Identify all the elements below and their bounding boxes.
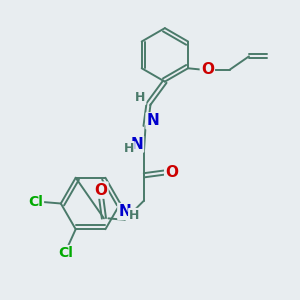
Text: N: N [118, 204, 131, 219]
Text: Cl: Cl [58, 246, 73, 260]
Text: N: N [130, 136, 143, 152]
Text: O: O [201, 62, 214, 77]
Text: O: O [94, 183, 107, 198]
Text: N: N [147, 113, 159, 128]
Text: Cl: Cl [28, 195, 43, 209]
Text: H: H [123, 142, 134, 155]
Text: H: H [129, 209, 140, 222]
Text: H: H [135, 91, 146, 104]
Text: O: O [165, 165, 178, 180]
